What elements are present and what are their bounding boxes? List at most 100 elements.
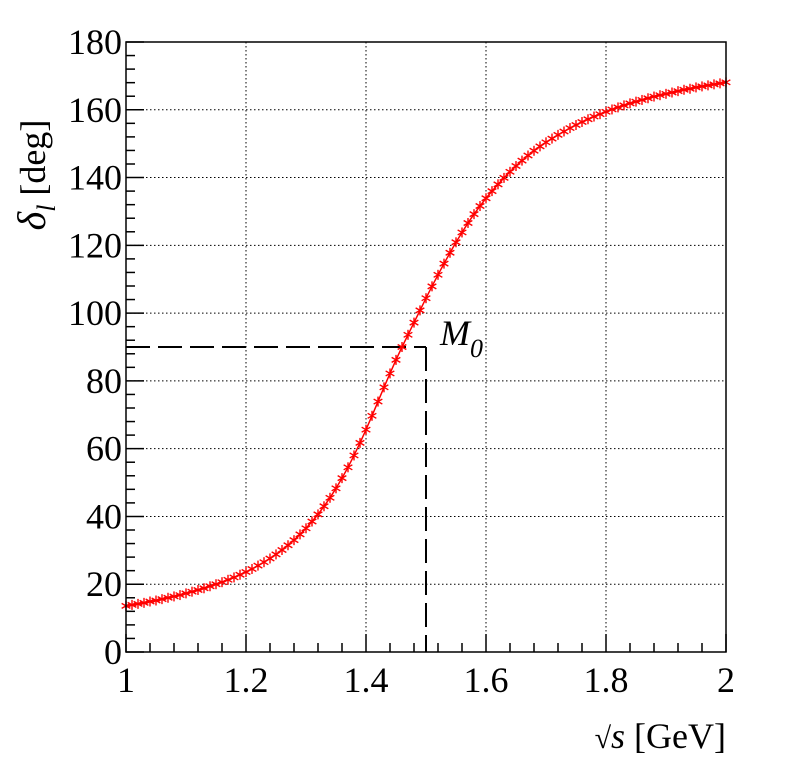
x-axis-title-unit: [GeV]: [625, 716, 726, 756]
data-point-stroke: [589, 113, 599, 120]
data-point-stroke: [649, 93, 659, 100]
data-point-stroke: [697, 83, 707, 90]
data-point: [517, 155, 527, 166]
data-point-stroke: [409, 319, 419, 326]
data-point: [709, 79, 719, 90]
data-point-stroke: [193, 586, 203, 594]
data-point: [673, 86, 683, 97]
data-point-stroke: [301, 525, 311, 532]
data-point-stroke: [463, 219, 473, 227]
x-tick-label: 2: [717, 660, 735, 700]
data-point-stroke: [133, 600, 143, 607]
data-point-stroke: [427, 283, 437, 290]
data-point-stroke: [271, 551, 281, 558]
data-point-stroke: [529, 147, 539, 154]
x-tick-label: 1.2: [224, 660, 269, 700]
data-point: [523, 150, 533, 161]
y-tick-label: 140: [68, 158, 122, 198]
data-point-stroke: [505, 168, 515, 175]
data-point-stroke: [163, 594, 173, 601]
data-point-stroke: [211, 581, 221, 588]
data-point-stroke: [139, 599, 149, 606]
data-point: [295, 529, 305, 540]
data-point-stroke: [343, 464, 353, 471]
data-point: [151, 595, 161, 606]
data-point: [427, 281, 437, 292]
data-point-stroke: [187, 588, 197, 595]
data-point: [397, 342, 407, 352]
y-tick-label: 180: [68, 22, 122, 62]
data-point: [169, 591, 179, 602]
data-point-stroke: [181, 590, 191, 597]
data-point-stroke: [433, 271, 443, 278]
data-point: [613, 102, 623, 113]
y-tick-label: 160: [68, 90, 122, 130]
data-point-stroke: [199, 585, 209, 592]
x-axis-title: √s [GeV]: [595, 716, 726, 756]
data-point-stroke: [445, 249, 455, 256]
data-point-stroke: [217, 579, 227, 586]
data-point-stroke: [127, 601, 137, 609]
data-point-stroke: [385, 370, 395, 377]
data-point: [469, 209, 479, 220]
data-point: [223, 574, 233, 585]
data-point: [337, 473, 347, 484]
data-point: [631, 96, 641, 107]
data-point: [181, 588, 191, 599]
data-point: [175, 590, 185, 601]
data-point-stroke: [625, 100, 635, 107]
data-point: [487, 186, 497, 197]
data-point: [505, 166, 515, 177]
reference-lines: [126, 346, 427, 652]
data-point-stroke: [319, 503, 329, 510]
data-point: [409, 317, 419, 328]
data-point: [649, 91, 659, 102]
data-point: [511, 161, 521, 172]
data-point-stroke: [415, 307, 425, 314]
data-point-stroke: [511, 162, 521, 170]
annotation-main: M: [439, 313, 472, 353]
data-point: [205, 581, 215, 592]
data-point-stroke: [607, 106, 617, 113]
data-point: [451, 237, 461, 248]
axis-ticks: [125, 41, 727, 653]
data-point-stroke: [499, 174, 509, 182]
data-point-stroke: [679, 86, 689, 93]
data-point: [445, 247, 455, 258]
data-point: [715, 78, 725, 89]
data-point: [691, 82, 701, 93]
data-point-stroke: [439, 260, 449, 267]
data-point: [139, 597, 149, 608]
data-point-stroke: [655, 92, 665, 99]
data-point: [607, 104, 617, 115]
data-point: [349, 450, 359, 461]
data-point: [199, 583, 209, 594]
data-point: [313, 509, 323, 520]
data-point-stroke: [295, 531, 305, 538]
data-point-stroke: [667, 89, 677, 96]
data-point-stroke: [487, 188, 497, 195]
data-point: [319, 501, 329, 512]
data-point: [685, 83, 695, 94]
data-point-stroke: [361, 426, 371, 433]
data-point-stroke: [313, 511, 323, 518]
annotation-sub: 0: [470, 334, 483, 363]
data-point: [661, 88, 671, 99]
y-axis-title-unit: [deg]: [13, 120, 53, 205]
y-tick-label: 100: [68, 293, 122, 333]
data-point-stroke: [595, 111, 605, 118]
x-tick-label: 1.6: [464, 660, 509, 700]
data-point: [157, 594, 167, 605]
data-point: [331, 483, 341, 494]
data-point-stroke: [457, 229, 467, 236]
y-tick-label: 120: [68, 225, 122, 265]
data-point: [217, 577, 227, 588]
data-point: [637, 94, 647, 105]
data-point: [277, 544, 287, 555]
data-point-stroke: [601, 108, 611, 115]
annotation-label: M0: [439, 313, 483, 363]
data-point: [133, 598, 143, 609]
data-point: [289, 535, 299, 546]
data-point-stroke: [355, 439, 365, 447]
